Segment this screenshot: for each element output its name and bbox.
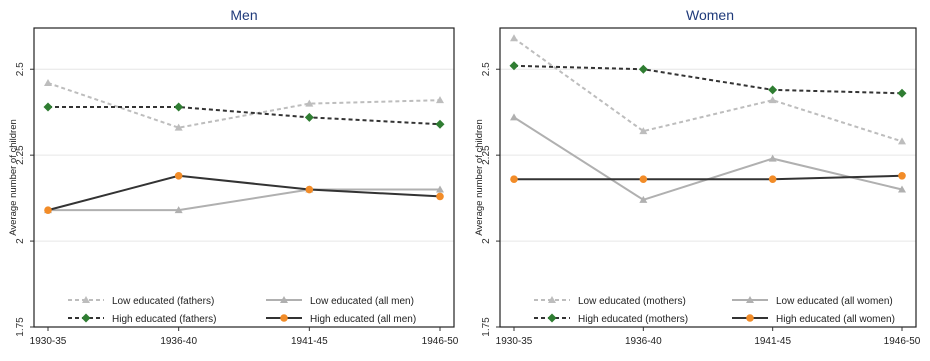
legend-marker: [746, 296, 754, 303]
data-point: [435, 119, 445, 129]
legend-label: Low educated (all women): [776, 296, 893, 307]
data-point: [898, 137, 906, 145]
plot-area: [34, 28, 454, 327]
legend-marker: [280, 296, 288, 303]
data-point: [174, 206, 183, 214]
data-point: [898, 171, 906, 180]
x-tick-label: 1941-45: [291, 336, 328, 347]
series-line: [47, 82, 441, 129]
chart-panel-0: 1.75 2 2.25 2.5 1930-35 1936-40 1941-45 1946-50…: [8, 7, 459, 347]
data-point: [510, 113, 518, 121]
x-tick-label: 1946-50: [422, 336, 459, 347]
x-tick-label: 1941-45: [754, 336, 791, 347]
data-point: [768, 154, 777, 162]
data-point: [305, 185, 314, 194]
legend-label: Low educated (fathers): [112, 296, 214, 307]
legend-label: High educated (mothers): [578, 314, 688, 325]
data-point: [768, 96, 777, 104]
chart-panel-1: 1.75 2 2.25 2.5 1930-35 1936-40 1941-45 1946-50…: [474, 7, 921, 347]
data-point: [897, 88, 907, 98]
legend-label: High educated (fathers): [112, 314, 217, 325]
data-point: [174, 171, 183, 180]
chart-title: Men: [230, 7, 257, 23]
y-tick-label: 2.25: [15, 145, 26, 165]
y-tick-label: 2.25: [481, 145, 492, 165]
legend-label: High educated (all women): [776, 314, 895, 325]
data-point: [510, 175, 518, 184]
legend-marker: [81, 313, 91, 323]
x-tick-label: 1936-40: [160, 336, 197, 347]
legend-marker: [548, 296, 556, 303]
y-tick-label: 2.5: [481, 62, 492, 76]
data-point: [510, 34, 518, 42]
data-point: [639, 195, 648, 203]
chart-title: Women: [686, 7, 734, 23]
x-tick-label: 1946-50: [884, 336, 921, 347]
data-point: [436, 185, 444, 193]
data-point: [44, 78, 52, 86]
legend-label: Low educated (mothers): [578, 296, 686, 307]
x-tick-label: 1930-35: [496, 336, 533, 347]
legend-label: Low educated (all men): [310, 296, 414, 307]
data-point: [638, 64, 648, 74]
y-tick-label: 2: [481, 238, 492, 244]
data-point: [436, 192, 444, 201]
data-point: [436, 96, 444, 104]
data-point: [768, 85, 778, 95]
legend-label: High educated (all men): [310, 314, 416, 325]
legend-marker: [82, 296, 90, 303]
data-point: [639, 175, 648, 184]
series-line: [47, 174, 441, 212]
y-tick-label: 1.75: [15, 317, 26, 337]
data-point: [768, 175, 777, 184]
legend-marker: [280, 314, 288, 322]
data-point: [305, 99, 314, 107]
series-line: [514, 174, 903, 181]
data-point: [304, 112, 314, 122]
y-axis-label: Average number of children: [474, 119, 485, 236]
series-line: [513, 64, 903, 95]
legend-marker: [746, 314, 754, 322]
x-tick-label: 1930-35: [30, 336, 67, 347]
data-point: [639, 127, 648, 135]
y-tick-label: 1.75: [481, 317, 492, 337]
series-line: [48, 106, 441, 126]
data-point: [509, 61, 519, 71]
data-point: [898, 185, 906, 193]
y-tick-label: 2: [15, 238, 26, 244]
series-line: [48, 188, 440, 212]
data-point: [174, 102, 184, 112]
data-point: [43, 102, 53, 112]
y-axis-label: Average number of children: [8, 119, 19, 236]
plot-frame: [33, 27, 455, 328]
plot-frame: [499, 27, 917, 328]
x-tick-label: 1936-40: [625, 336, 662, 347]
y-tick-label: 2.5: [15, 62, 26, 76]
data-point: [44, 206, 52, 214]
series-line: [513, 37, 903, 143]
data-point: [174, 123, 183, 131]
legend-marker: [547, 313, 557, 323]
